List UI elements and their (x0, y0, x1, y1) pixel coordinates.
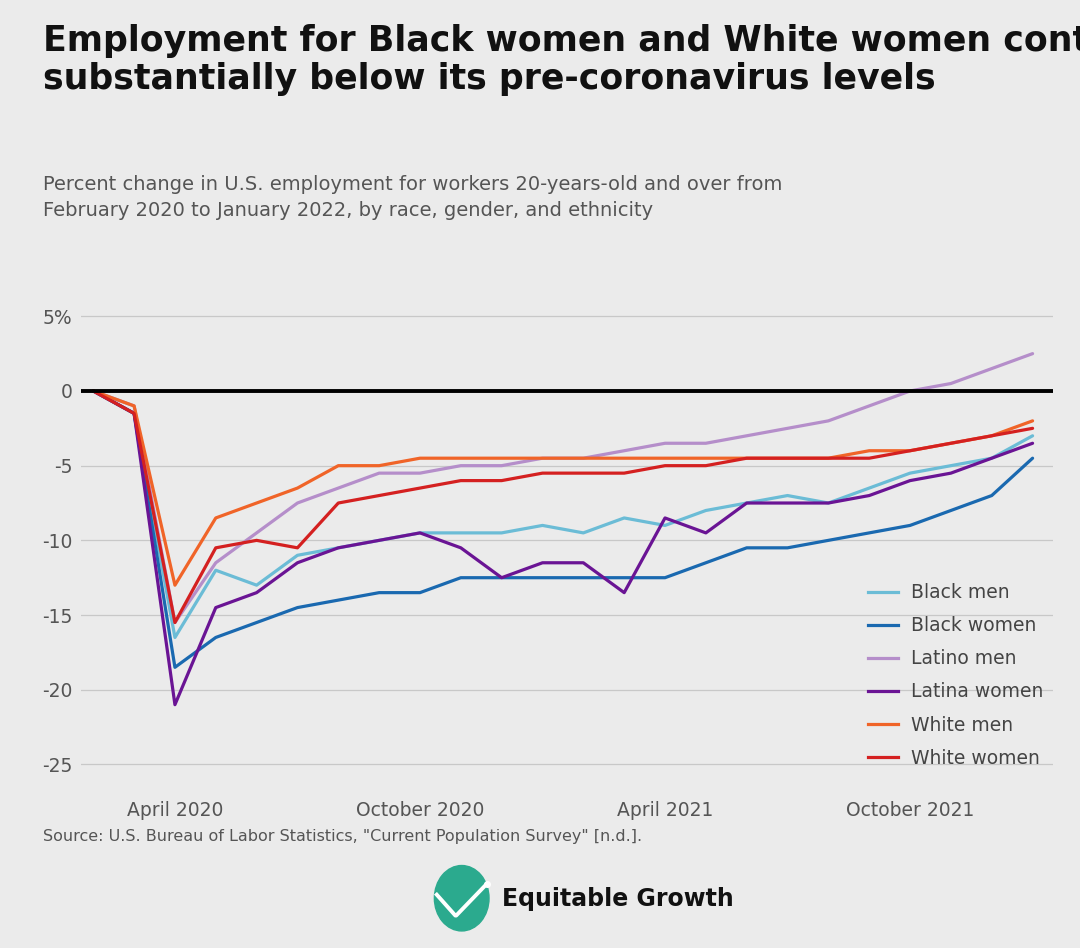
Circle shape (434, 866, 489, 931)
Legend: Black men, Black women, Latino men, Latina women, White men, White women: Black men, Black women, Latino men, Lati… (868, 583, 1043, 768)
Text: Equitable Growth: Equitable Growth (502, 886, 734, 911)
Text: Employment for Black women and White women continues to be
substantially below i: Employment for Black women and White wom… (43, 24, 1080, 96)
Text: Percent change in U.S. employment for workers 20-years-old and over from
Februar: Percent change in U.S. employment for wo… (43, 175, 783, 220)
Text: Source: U.S. Bureau of Labor Statistics, "Current Population Survey" [n.d.].: Source: U.S. Bureau of Labor Statistics,… (43, 830, 643, 845)
